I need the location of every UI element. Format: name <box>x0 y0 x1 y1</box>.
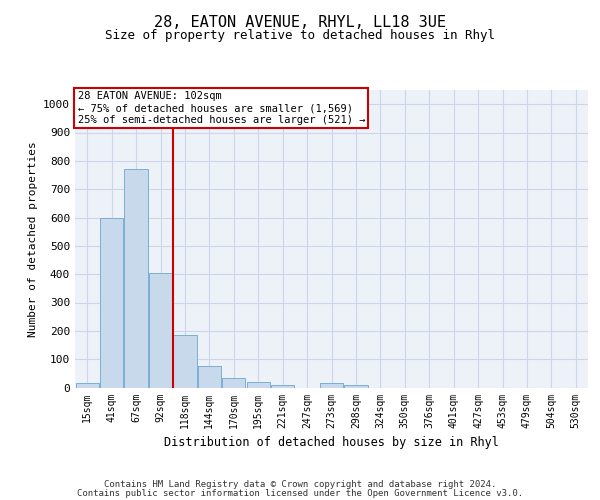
Bar <box>222 378 245 388</box>
Bar <box>173 335 197 388</box>
Y-axis label: Number of detached properties: Number of detached properties <box>28 141 38 336</box>
X-axis label: Distribution of detached houses by size in Rhyl: Distribution of detached houses by size … <box>164 436 499 449</box>
Text: Contains HM Land Registry data © Crown copyright and database right 2024.: Contains HM Land Registry data © Crown c… <box>104 480 496 489</box>
Bar <box>198 366 221 388</box>
Bar <box>100 218 123 388</box>
Bar <box>76 383 99 388</box>
Bar <box>271 384 294 388</box>
Bar <box>149 273 172 388</box>
Text: Size of property relative to detached houses in Rhyl: Size of property relative to detached ho… <box>105 29 495 42</box>
Bar <box>247 382 270 388</box>
Bar <box>320 383 343 388</box>
Bar <box>124 170 148 388</box>
Text: Contains public sector information licensed under the Open Government Licence v3: Contains public sector information licen… <box>77 488 523 498</box>
Text: 28, EATON AVENUE, RHYL, LL18 3UE: 28, EATON AVENUE, RHYL, LL18 3UE <box>154 15 446 30</box>
Bar <box>344 384 368 388</box>
Text: 28 EATON AVENUE: 102sqm
← 75% of detached houses are smaller (1,569)
25% of semi: 28 EATON AVENUE: 102sqm ← 75% of detache… <box>77 92 365 124</box>
